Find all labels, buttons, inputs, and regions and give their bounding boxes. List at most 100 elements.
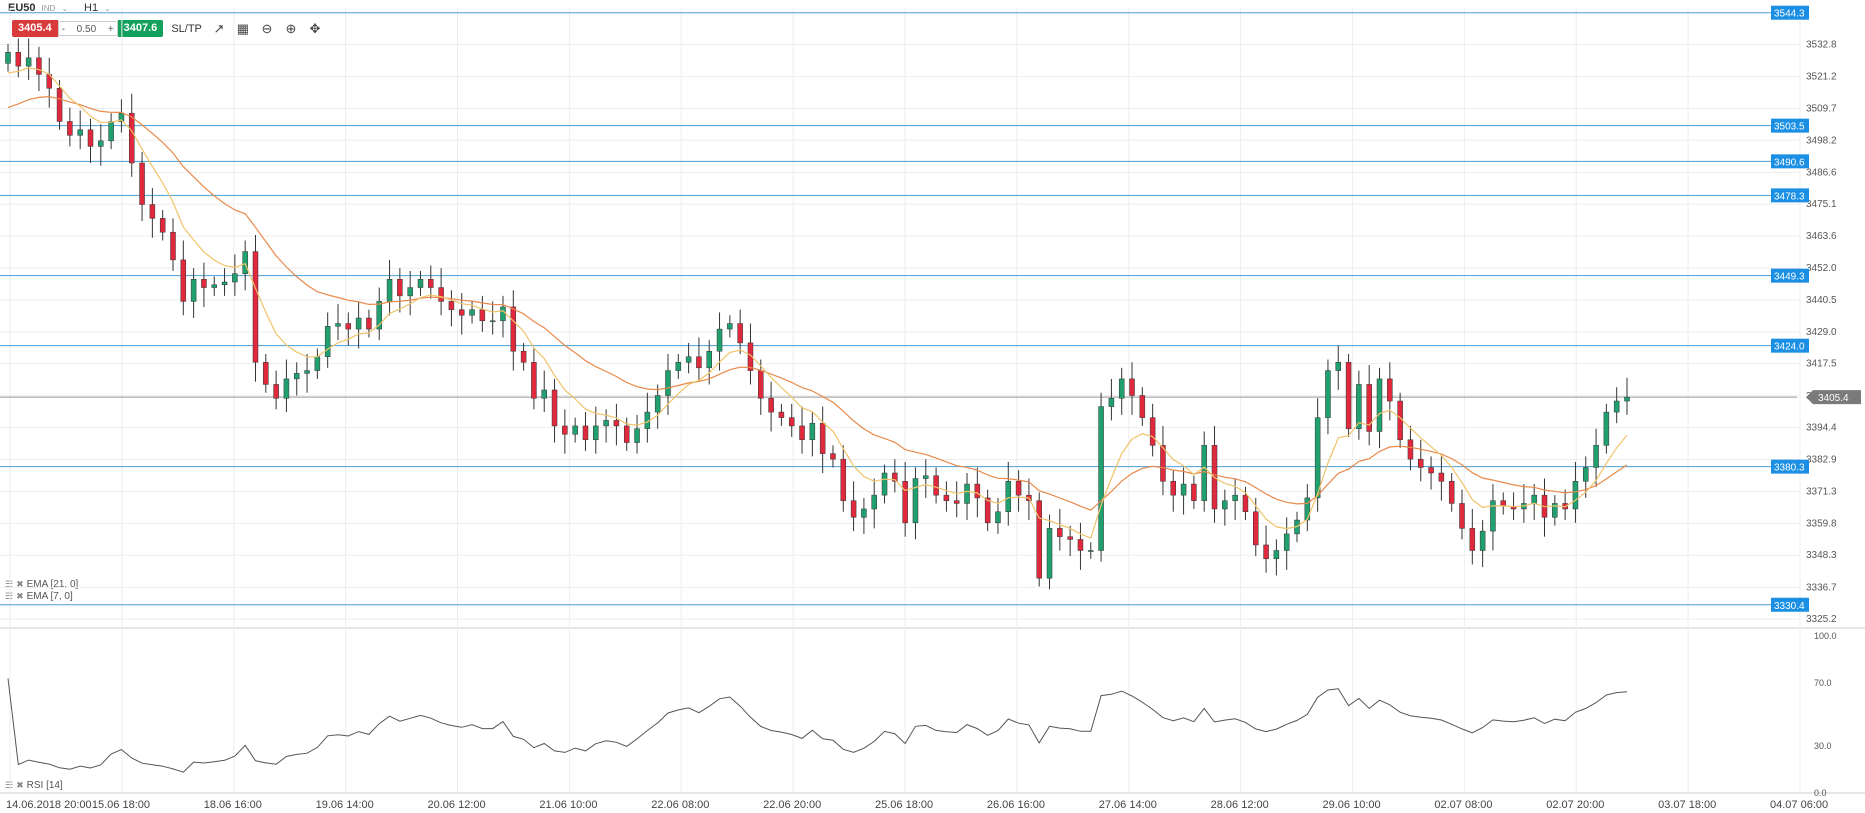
candle-body — [531, 362, 537, 399]
candle-body — [1397, 400, 1403, 441]
rsi-tick-label: 0.0 — [1814, 788, 1827, 798]
candle — [500, 295, 506, 338]
candle — [1376, 367, 1383, 449]
ema7-legend[interactable]: ☰ ✖ EMA [7, 0] — [5, 591, 73, 602]
chevron-down-icon[interactable]: ⌄ — [61, 3, 69, 13]
candle — [933, 467, 939, 504]
candle — [1490, 484, 1496, 551]
lot-decrease-button[interactable]: - — [61, 24, 65, 35]
candle-body — [716, 328, 723, 352]
buy-button[interactable]: 3407.6 — [117, 20, 164, 37]
candle-body — [304, 370, 310, 374]
ema21-line — [7, 95, 1628, 511]
candle — [644, 392, 651, 443]
candle — [1531, 484, 1537, 521]
candle-body — [1253, 511, 1259, 546]
candle-body — [417, 279, 424, 288]
candle — [345, 312, 352, 346]
candle — [283, 359, 290, 413]
candle — [1603, 403, 1610, 454]
candle-body — [1345, 362, 1352, 429]
timeframe-selector[interactable]: H1 — [84, 2, 99, 14]
close-icon[interactable]: ✖ — [16, 579, 24, 589]
candle — [1552, 495, 1558, 526]
symbol-selector[interactable]: EU50 — [8, 2, 36, 14]
candle-body — [768, 398, 774, 413]
ema7-line — [7, 67, 1628, 539]
sltp-button[interactable]: SL/TP — [171, 22, 202, 35]
candle — [840, 445, 847, 512]
line-chart-icon[interactable]: ↗ — [213, 20, 225, 36]
candle — [1448, 473, 1455, 512]
lot-stepper[interactable]: - 0.50 + — [57, 21, 118, 36]
level-tag — [1771, 338, 1809, 353]
candle — [799, 406, 805, 454]
candle-body — [943, 494, 950, 501]
candle — [1005, 461, 1012, 526]
candle — [1273, 539, 1280, 576]
price-tick-label: 3325.2 — [1806, 614, 1837, 625]
candle — [180, 240, 187, 316]
candle — [56, 79, 63, 130]
crosshair-icon[interactable]: ✥ — [309, 20, 321, 36]
chevron-down-icon[interactable]: ⌄ — [104, 3, 111, 13]
candle-body — [747, 342, 754, 371]
candle — [1438, 456, 1445, 501]
menu-icon[interactable]: ☰ — [5, 591, 14, 601]
rsi-tick-label: 30.0 — [1814, 741, 1832, 751]
candle — [324, 312, 331, 368]
ema21-legend[interactable]: ☰ ✖ EMA [21, 0] — [5, 579, 78, 590]
menu-icon[interactable]: ☰ — [5, 780, 14, 790]
candle-body — [469, 309, 475, 316]
candle-body — [665, 370, 671, 396]
price-tick-label: 3452.0 — [1806, 263, 1837, 274]
candle — [768, 381, 774, 432]
candle — [376, 287, 382, 341]
candle-body — [1572, 481, 1579, 510]
candle — [1253, 497, 1259, 557]
zoom-out-icon[interactable]: ⊖ — [261, 20, 273, 36]
candle — [1088, 542, 1094, 559]
candles-icon[interactable]: ▦ — [236, 20, 250, 36]
candle-body — [1067, 536, 1073, 540]
candle-body — [623, 425, 630, 443]
candle — [1057, 508, 1063, 551]
lot-increase-button[interactable]: + — [107, 24, 114, 35]
candle — [159, 210, 166, 241]
candle-body — [1036, 500, 1042, 579]
close-icon[interactable]: ✖ — [16, 780, 24, 790]
rsi-legend[interactable]: ☰ ✖ RSI [14] — [5, 780, 63, 791]
candle-body — [1273, 550, 1280, 560]
candle — [623, 417, 630, 451]
candle-body — [788, 417, 795, 427]
candle — [675, 353, 682, 379]
menu-icon[interactable]: ☰ — [5, 579, 14, 589]
candle — [1335, 345, 1342, 390]
candle-body — [510, 306, 517, 352]
time-tick-label: 15.06 18:00 — [92, 799, 150, 811]
candle-body — [520, 350, 527, 363]
candle — [531, 348, 537, 410]
lot-size-input[interactable]: 0.50 — [76, 24, 97, 35]
candle-body — [830, 453, 836, 460]
candle-body — [56, 88, 63, 122]
price-tick-label: 3486.6 — [1806, 167, 1837, 178]
candle-body — [15, 52, 22, 67]
zoom-in-icon[interactable]: ⊕ — [285, 20, 297, 36]
sell-button[interactable]: 3405.4 — [12, 20, 58, 37]
time-tick-label: 19.06 14:00 — [316, 799, 374, 811]
candle-body — [428, 279, 434, 288]
time-tick-label: 18.06 16:00 — [204, 799, 262, 811]
candle-body — [448, 301, 455, 310]
level-tag-label: 3380.3 — [1774, 463, 1805, 474]
candle — [304, 353, 310, 393]
candle — [654, 384, 661, 429]
candle — [139, 151, 145, 222]
candle — [696, 337, 702, 382]
candle — [489, 301, 496, 335]
close-icon[interactable]: ✖ — [16, 591, 24, 601]
candle — [1562, 489, 1568, 521]
time-tick-label: 04.07 06:00 — [1770, 799, 1828, 811]
candle-body — [1098, 406, 1104, 551]
